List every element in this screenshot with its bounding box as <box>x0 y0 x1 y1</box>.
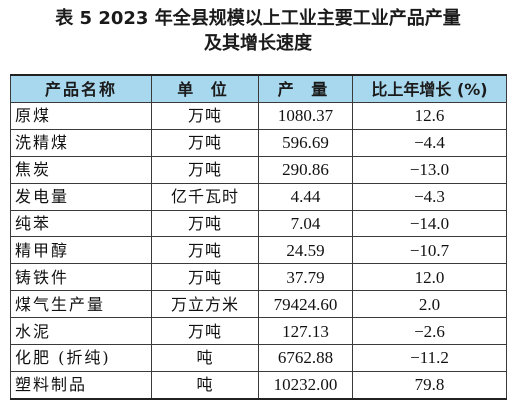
product-name-cell: 洗精煤 <box>10 128 152 157</box>
unit-cell: 亿千瓦时 <box>151 182 259 211</box>
product-name-cell: 纯苯 <box>10 209 152 238</box>
growth-cell: −13.0 <box>352 155 507 184</box>
table-row: 发电量 亿千瓦时 4.44 −4.3 <box>10 182 507 211</box>
industrial-output-table: 产品名称 单 位 产 量 比上年增长 (%) 原煤 万吨 1080.37 12.… <box>10 74 507 400</box>
header-row: 产品名称 单 位 产 量 比上年增长 (%) <box>10 74 507 103</box>
growth-cell: 79.8 <box>352 370 507 400</box>
product-name-cell: 煤气生产量 <box>10 290 152 319</box>
product-name-cell: 原煤 <box>10 102 152 130</box>
product-name-cell: 铸铁件 <box>10 263 152 292</box>
growth-cell: −10.7 <box>352 236 507 265</box>
table-body: 原煤 万吨 1080.37 12.6 洗精煤 万吨 596.69 −4.4 焦炭… <box>10 102 507 400</box>
header-growth: 比上年增长 (%) <box>352 74 507 103</box>
output-cell: 1080.37 <box>258 102 353 130</box>
table-row: 纯苯 万吨 7.04 −14.0 <box>10 209 507 238</box>
growth-cell: 2.0 <box>352 290 507 319</box>
product-name-cell: 精甲醇 <box>10 236 152 265</box>
table-row: 焦炭 万吨 290.86 −13.0 <box>10 155 507 184</box>
unit-cell: 吨 <box>151 344 259 372</box>
growth-cell: −2.6 <box>352 317 507 346</box>
table-row: 煤气生产量 万立方米 79424.60 2.0 <box>10 290 507 319</box>
header-unit: 单 位 <box>151 74 259 103</box>
header-output: 产 量 <box>258 74 353 103</box>
unit-cell: 万吨 <box>151 209 259 238</box>
table-row: 精甲醇 万吨 24.59 −10.7 <box>10 236 507 265</box>
unit-cell: 万吨 <box>151 317 259 346</box>
unit-cell: 万吨 <box>151 263 259 292</box>
unit-cell: 万吨 <box>151 236 259 265</box>
product-name-cell: 化肥 (折纯) <box>10 344 152 372</box>
table-row: 洗精煤 万吨 596.69 −4.4 <box>10 128 507 157</box>
output-cell: 10232.00 <box>258 370 353 400</box>
output-cell: 596.69 <box>258 128 353 157</box>
product-name-cell: 发电量 <box>10 182 152 211</box>
unit-cell: 万吨 <box>151 102 259 130</box>
growth-cell: −14.0 <box>352 209 507 238</box>
table-row: 塑料制品 吨 10232.00 79.8 <box>10 370 507 400</box>
product-name-cell: 水泥 <box>10 317 152 346</box>
product-name-cell: 塑料制品 <box>10 370 152 400</box>
table-row: 水泥 万吨 127.13 −2.6 <box>10 317 507 346</box>
output-cell: 37.79 <box>258 263 353 292</box>
output-cell: 79424.60 <box>258 290 353 319</box>
output-cell: 4.44 <box>258 182 353 211</box>
growth-cell: −4.3 <box>352 182 507 211</box>
table-row: 铸铁件 万吨 37.79 12.0 <box>10 263 507 292</box>
table-row: 原煤 万吨 1080.37 12.6 <box>10 102 507 130</box>
table-row: 化肥 (折纯) 吨 6762.88 −11.2 <box>10 344 507 372</box>
growth-cell: −11.2 <box>352 344 507 372</box>
growth-cell: 12.6 <box>352 102 507 130</box>
unit-cell: 万吨 <box>151 155 259 184</box>
table-title-line-1: 表 5 2023 年全县规模以上工业主要工业产品产量 <box>55 8 461 29</box>
growth-cell: −4.4 <box>352 128 507 157</box>
unit-cell: 万立方米 <box>151 290 259 319</box>
unit-cell: 万吨 <box>151 128 259 157</box>
table-title-line-2: 及其增长速度 <box>204 33 312 54</box>
output-cell: 7.04 <box>258 209 353 238</box>
output-cell: 6762.88 <box>258 344 353 372</box>
growth-cell: 12.0 <box>352 263 507 292</box>
unit-cell: 吨 <box>151 370 259 400</box>
output-cell: 24.59 <box>258 236 353 265</box>
table-header: 产品名称 单 位 产 量 比上年增长 (%) <box>10 74 507 103</box>
header-product-name: 产品名称 <box>10 74 152 103</box>
output-cell: 290.86 <box>258 155 353 184</box>
output-cell: 127.13 <box>258 317 353 346</box>
product-name-cell: 焦炭 <box>10 155 152 184</box>
table-title: 表 5 2023 年全县规模以上工业主要工业产品产量 及其增长速度 <box>0 6 516 56</box>
